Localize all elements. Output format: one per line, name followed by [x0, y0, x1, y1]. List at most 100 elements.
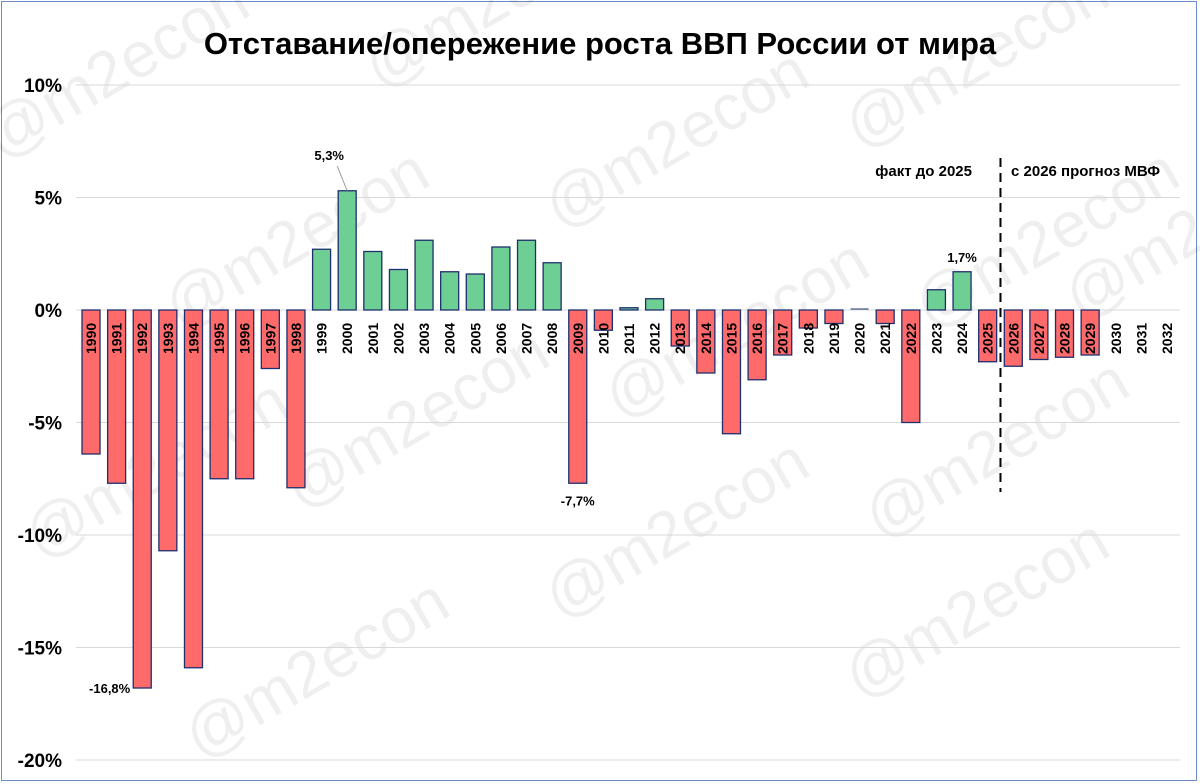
bar-1991: [106, 309, 127, 484]
bar-2013: [670, 309, 690, 347]
y-tick-label: -10%: [18, 526, 62, 547]
bar-2008: [542, 262, 562, 311]
watermark: @m2econ: [831, 0, 1120, 162]
gridlines: [76, 84, 1180, 761]
data-label: 1,7%: [947, 250, 977, 265]
x-tick-label: 2026: [1005, 323, 1021, 354]
x-tick-label: 2025: [980, 323, 996, 354]
bar-2012: [644, 298, 665, 311]
data-labels: -16,8% 5,3% -7,7% 1,7%: [89, 148, 977, 696]
bar-1992: [132, 309, 152, 689]
bar-2006: [491, 246, 511, 311]
data-label: 5,3%: [314, 148, 344, 163]
bar-2021: [875, 309, 895, 325]
x-tick-label: 2001: [365, 323, 381, 354]
x-axis: 1990 1991 1992 1993 1994 1995 1996 1997 1998 1999…: [83, 323, 1175, 354]
x-tick-label: 1993: [160, 323, 176, 354]
x-tick-label: 2017: [775, 323, 791, 354]
x-tick-label: 2010: [595, 323, 611, 354]
data-label: -16,8%: [89, 681, 131, 696]
x-tick-label: 1996: [237, 323, 253, 354]
bar-2028: [1054, 309, 1075, 358]
x-tick-label: 2031: [1133, 323, 1149, 354]
x-tick-label: 2007: [519, 323, 535, 354]
bar-1990: [81, 309, 101, 455]
bar-1996: [235, 309, 255, 480]
bar-2015: [721, 309, 742, 435]
y-tick-label: 0%: [35, 301, 63, 322]
x-tick-label: 1990: [83, 323, 99, 354]
chart-title: Отставание/опережение роста ВВП России о…: [204, 26, 997, 61]
x-tick-label: 2018: [800, 323, 816, 354]
annotation-forecast: с 2026 прогноз МВФ: [1011, 163, 1160, 180]
x-tick-label: 2014: [698, 323, 714, 354]
bar-2026: [1003, 309, 1023, 367]
x-tick-label: 2005: [467, 323, 483, 354]
bar-2000: [337, 190, 357, 311]
x-tick-label: 1992: [134, 323, 150, 354]
x-tick-label: 2023: [928, 323, 944, 354]
bar-2017: [773, 309, 793, 356]
bar-2007: [516, 239, 537, 311]
x-tick-label: 2021: [877, 323, 893, 354]
x-tick-label: 2009: [570, 323, 586, 354]
bar-2027: [1029, 309, 1049, 361]
bar-1994: [183, 309, 204, 669]
leader-line: [336, 165, 348, 191]
x-tick-label: 1997: [262, 323, 278, 354]
x-tick-label: 1995: [211, 323, 227, 354]
x-tick-label: 1994: [185, 323, 201, 354]
x-tick-label: 2013: [672, 323, 688, 354]
bar-1993: [158, 309, 178, 552]
x-tick-label: 2003: [416, 323, 432, 354]
x-tick-label: 2028: [1057, 323, 1073, 354]
bar-2025: [978, 309, 998, 363]
bar-2005: [465, 273, 485, 311]
x-tick-label: 2019: [826, 323, 842, 354]
y-axis: 10% 5% 0% -5% -10% -15% -20%: [18, 76, 62, 772]
bar-1997: [260, 309, 280, 370]
bar-1995: [209, 309, 229, 480]
watermark: @m2econ: [531, 33, 820, 242]
x-tick-label: 2020: [852, 323, 868, 354]
y-tick-label: 5%: [35, 189, 63, 210]
bar-2003: [414, 239, 434, 311]
y-tick-label: -15%: [18, 639, 62, 660]
y-tick-label: 10%: [24, 76, 62, 97]
bar-2004: [440, 271, 460, 311]
x-tick-label: 2012: [647, 323, 663, 354]
bars: [81, 190, 1100, 689]
x-tick-label: 2022: [903, 323, 919, 354]
x-tick-label: 2011: [621, 323, 637, 354]
x-tick-label: 1999: [314, 323, 330, 354]
x-tick-label: 2015: [723, 323, 739, 354]
x-tick-label: 2000: [339, 323, 355, 354]
x-tick-label: 1991: [109, 323, 125, 354]
bar-2029: [1080, 309, 1100, 356]
bar-2001: [363, 250, 383, 311]
bar-1999: [311, 248, 332, 311]
annotation-fact: факт до 2025: [875, 163, 972, 180]
bar-2016: [747, 309, 767, 381]
y-tick-label: -20%: [18, 751, 62, 772]
x-tick-label: 1998: [288, 323, 304, 354]
x-tick-label: 2032: [1159, 323, 1175, 354]
bar-2002: [388, 268, 409, 311]
data-label: -7,7%: [561, 493, 595, 508]
bar-2014: [696, 309, 716, 374]
bar-2010: [593, 309, 614, 331]
x-tick-label: 2024: [954, 323, 970, 354]
watermark: @m2econ: [171, 563, 460, 772]
bar-2019: [824, 309, 844, 325]
bar-2009: [568, 309, 588, 484]
x-tick-label: 2029: [1082, 323, 1098, 354]
bar-2022: [901, 309, 921, 424]
x-tick-label: 2027: [1031, 323, 1047, 354]
bar-2024: [952, 271, 972, 311]
x-tick-label: 2002: [390, 323, 406, 354]
watermark: @m2econ: [851, 343, 1140, 552]
bar-2018: [798, 309, 818, 329]
